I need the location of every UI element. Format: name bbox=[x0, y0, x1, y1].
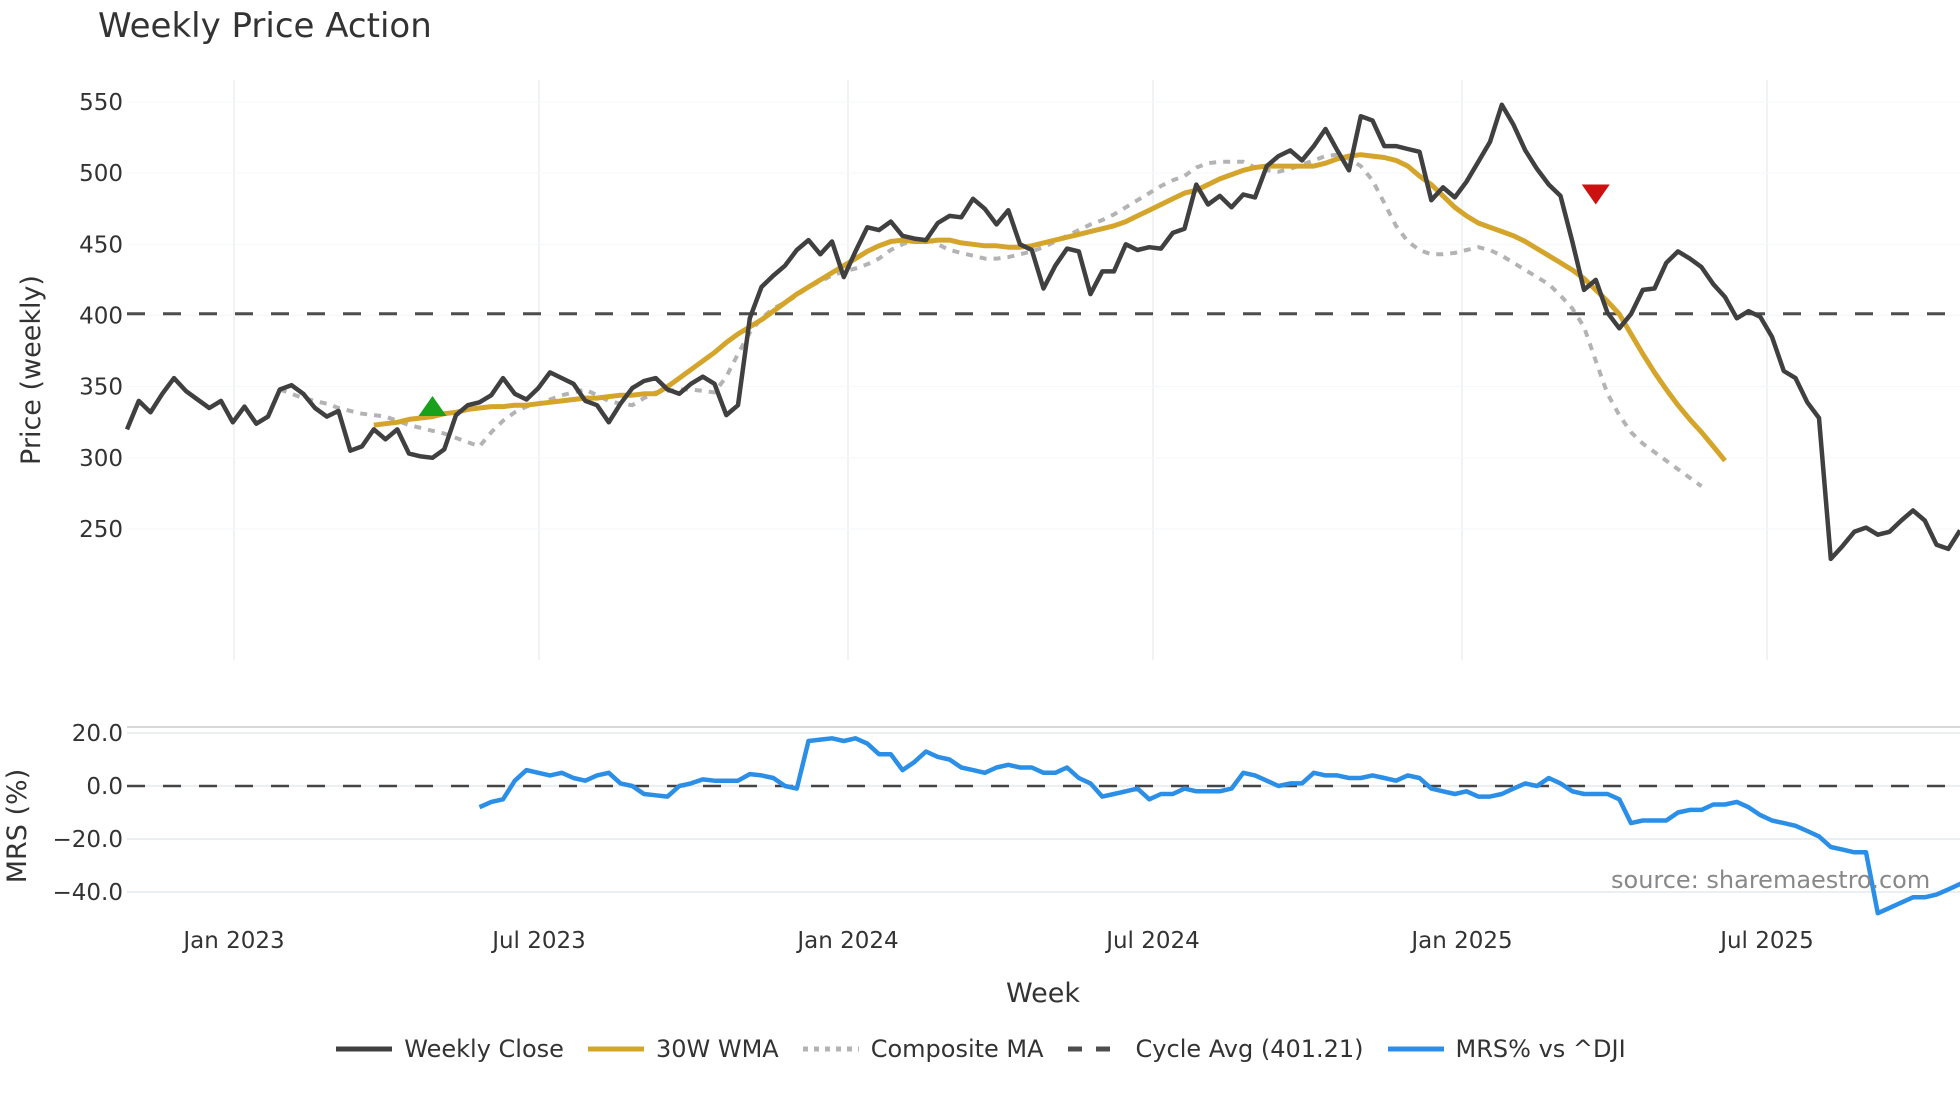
x-tick-label: Jan 2023 bbox=[181, 928, 284, 954]
y-tick-label: 250 bbox=[79, 517, 123, 543]
legend-label: 30W WMA bbox=[655, 1035, 779, 1063]
legend-label: Weekly Close bbox=[404, 1035, 564, 1063]
mrs-line bbox=[478, 736, 1960, 916]
mrs-y-tick-label: −20.0 bbox=[53, 827, 123, 853]
y-tick-label: 350 bbox=[79, 375, 123, 401]
composite-ma-line bbox=[279, 152, 1703, 488]
wma-line bbox=[373, 152, 1727, 463]
y-tick-label: 500 bbox=[79, 161, 123, 187]
x-axis-title: Week bbox=[1006, 978, 1080, 1009]
legend-label: MRS% vs ^DJI bbox=[1455, 1035, 1626, 1063]
legend-swatch-icon bbox=[802, 1046, 859, 1052]
legend-swatch-icon bbox=[1387, 1046, 1444, 1052]
buy-signal-icon bbox=[418, 396, 447, 417]
chart-legend: Weekly Close 30W WMA Composite MA Cycle Avg… bbox=[0, 1035, 1960, 1063]
x-tick-label: Jul 2025 bbox=[1718, 928, 1814, 954]
y-tick-label: 300 bbox=[79, 446, 123, 472]
series-lines bbox=[124, 102, 1960, 916]
legend-item[interactable]: Composite MA bbox=[801, 1035, 1044, 1063]
legend-item[interactable]: 30W WMA bbox=[586, 1035, 779, 1063]
y-tick-label: 400 bbox=[79, 304, 123, 330]
legend-item[interactable]: Weekly Close bbox=[334, 1035, 564, 1063]
legend-swatch-icon bbox=[1067, 1046, 1124, 1052]
mrs-y-tick-label: 0.0 bbox=[86, 774, 123, 800]
x-axis: Jan 2023 Jul 2023 Jan 2024 Jul 2024 Jan 2025… bbox=[181, 928, 1813, 954]
mrs-y-axis-title: MRS (%) bbox=[2, 769, 33, 884]
x-tick-label: Jul 2023 bbox=[490, 928, 586, 954]
chart-title: Weekly Price Action bbox=[98, 6, 432, 46]
mrs-y-axis: −40.0 −20.0 0.0 20.0 bbox=[53, 721, 123, 906]
legend-swatch-icon bbox=[336, 1046, 393, 1052]
y-tick-label: 550 bbox=[79, 90, 123, 116]
x-tick-label: Jul 2024 bbox=[1104, 928, 1200, 954]
legend-item[interactable]: Cycle Avg (401.21) bbox=[1066, 1035, 1364, 1063]
mrs-y-tick-label: −40.0 bbox=[53, 880, 123, 906]
sell-signal-icon bbox=[1581, 184, 1610, 205]
legend-item[interactable]: MRS% vs ^DJI bbox=[1386, 1035, 1626, 1063]
y-tick-label: 450 bbox=[79, 232, 123, 258]
price-y-axis-title: Price (weekly) bbox=[16, 275, 47, 465]
legend-swatch-icon bbox=[587, 1046, 644, 1052]
gridlines bbox=[127, 80, 1960, 893]
mrs-y-tick-label: 20.0 bbox=[72, 721, 123, 747]
legend-label: Cycle Avg (401.21) bbox=[1135, 1035, 1364, 1063]
weekly-close-line bbox=[124, 102, 1960, 562]
price-y-axis: 250 300 350 400 450 500 550 bbox=[79, 90, 123, 543]
x-tick-label: Jan 2025 bbox=[1409, 928, 1512, 954]
legend-label: Composite MA bbox=[870, 1035, 1044, 1063]
source-watermark: source: sharemaestro.com bbox=[1611, 866, 1931, 894]
x-tick-label: Jan 2024 bbox=[795, 928, 898, 954]
signal-markers bbox=[418, 184, 1610, 417]
